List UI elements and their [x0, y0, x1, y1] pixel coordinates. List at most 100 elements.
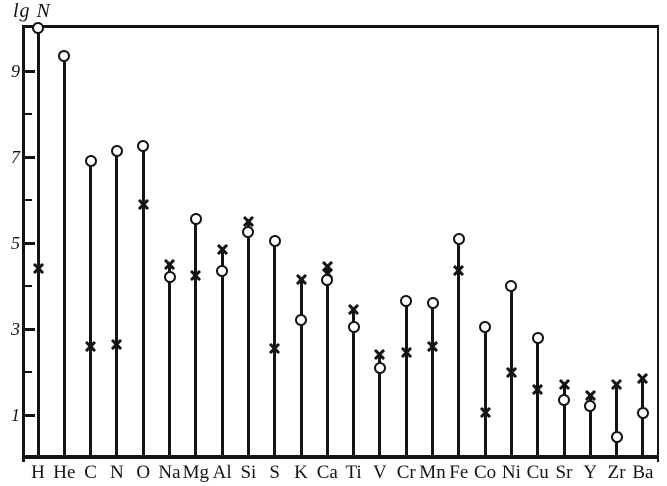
- element-label: C: [84, 462, 97, 483]
- circle-marker: [268, 234, 281, 247]
- circle-marker: [452, 232, 465, 245]
- element-stick: [431, 303, 434, 459]
- cross-marker: [452, 264, 465, 277]
- element-label: Fe: [449, 462, 469, 483]
- element-label: Cr: [396, 462, 416, 483]
- element-stick: [562, 384, 566, 459]
- circle-marker: [110, 144, 123, 157]
- element-label: Zr: [607, 462, 626, 483]
- cross-marker: [505, 366, 518, 379]
- element-stick: [299, 279, 303, 459]
- circle-marker: [347, 320, 360, 333]
- element-stick: [588, 395, 592, 459]
- cross-marker: [426, 340, 439, 353]
- circle-marker: [295, 314, 307, 327]
- cross-marker: [268, 342, 281, 355]
- cross-marker: [373, 348, 386, 361]
- circle-marker: [610, 430, 623, 443]
- y-tick-label: 7: [11, 147, 20, 167]
- element-stick: [483, 326, 487, 459]
- circle-marker: [216, 264, 229, 277]
- element-label: V: [373, 462, 387, 483]
- element-label: Ba: [632, 462, 654, 483]
- circle-marker: [479, 320, 492, 333]
- element-label: Co: [474, 462, 497, 483]
- element-stick: [378, 354, 382, 459]
- circle-marker: [163, 271, 176, 284]
- element-label: Na: [158, 462, 181, 483]
- element-stick: [194, 219, 198, 459]
- y-tick-label: 9: [11, 61, 20, 81]
- y-tick-minor: [24, 371, 32, 373]
- element-label: S: [269, 462, 280, 483]
- cross-marker: [531, 383, 544, 396]
- element-stick: [246, 221, 250, 459]
- circle-marker: [58, 49, 71, 62]
- y-tick-minor: [24, 113, 32, 115]
- y-tick-major: [24, 414, 35, 417]
- y-tick-minor: [24, 199, 32, 201]
- circle-marker: [584, 400, 597, 413]
- element-stick: [141, 146, 145, 459]
- circle-marker: [189, 213, 202, 226]
- element-label: Ni: [501, 462, 521, 483]
- y-axis-line: [22, 25, 25, 462]
- y-tick-major: [24, 156, 35, 159]
- element-label: Si: [240, 462, 257, 483]
- circle-marker: [636, 406, 649, 419]
- y-tick-major: [24, 242, 35, 245]
- element-label: H: [31, 462, 45, 483]
- element-label: Y: [583, 462, 598, 483]
- cross-marker: [479, 406, 492, 419]
- element-stick: [536, 337, 540, 459]
- element-label: O: [136, 462, 151, 483]
- circle-marker: [32, 22, 44, 34]
- element-stick: [404, 301, 408, 459]
- circle-marker: [400, 295, 413, 308]
- cross-marker: [84, 340, 97, 353]
- cross-marker: [400, 346, 413, 359]
- cross-marker: [558, 378, 571, 391]
- cross-marker: [216, 243, 229, 256]
- element-stick: [457, 238, 461, 459]
- element-label: N: [110, 462, 124, 483]
- circle-marker: [373, 361, 386, 374]
- element-label: Sr: [555, 462, 573, 483]
- cross-marker: [347, 303, 360, 316]
- element-stick: [325, 266, 329, 459]
- element-stick: [352, 309, 356, 459]
- element-stick: [615, 384, 619, 459]
- y-tick-minor: [24, 285, 32, 287]
- circle-marker: [505, 280, 518, 292]
- element-stick: [89, 161, 93, 459]
- cross-marker: [295, 273, 308, 286]
- element-label: Ti: [345, 462, 362, 483]
- y-tick-major: [24, 328, 35, 331]
- element-label: Cu: [526, 462, 549, 483]
- element-label: Mg: [182, 462, 209, 483]
- y-axis-title: lg N: [13, 0, 51, 22]
- x-axis-line: [22, 455, 659, 459]
- circle-marker: [426, 297, 439, 310]
- circle-marker: [558, 393, 570, 406]
- cross-marker: [636, 372, 649, 385]
- cross-marker: [163, 258, 176, 271]
- element-label: Mn: [419, 462, 446, 483]
- cross-marker: [137, 198, 150, 211]
- element-stick: [115, 150, 119, 459]
- y-tick-label: 1: [11, 405, 20, 425]
- cross-marker: [189, 269, 202, 282]
- plot-right-border: [656, 25, 659, 462]
- element-label: He: [53, 462, 76, 483]
- circle-marker: [531, 331, 544, 344]
- element-label: K: [294, 462, 308, 483]
- y-tick-major: [24, 70, 35, 73]
- cross-marker: [610, 378, 623, 391]
- y-tick-label: 5: [11, 233, 20, 253]
- circle-marker: [84, 155, 97, 168]
- element-label: Al: [212, 462, 232, 483]
- circle-marker: [242, 226, 255, 239]
- circle-marker: [321, 273, 334, 286]
- y-tick-label: 3: [11, 319, 20, 339]
